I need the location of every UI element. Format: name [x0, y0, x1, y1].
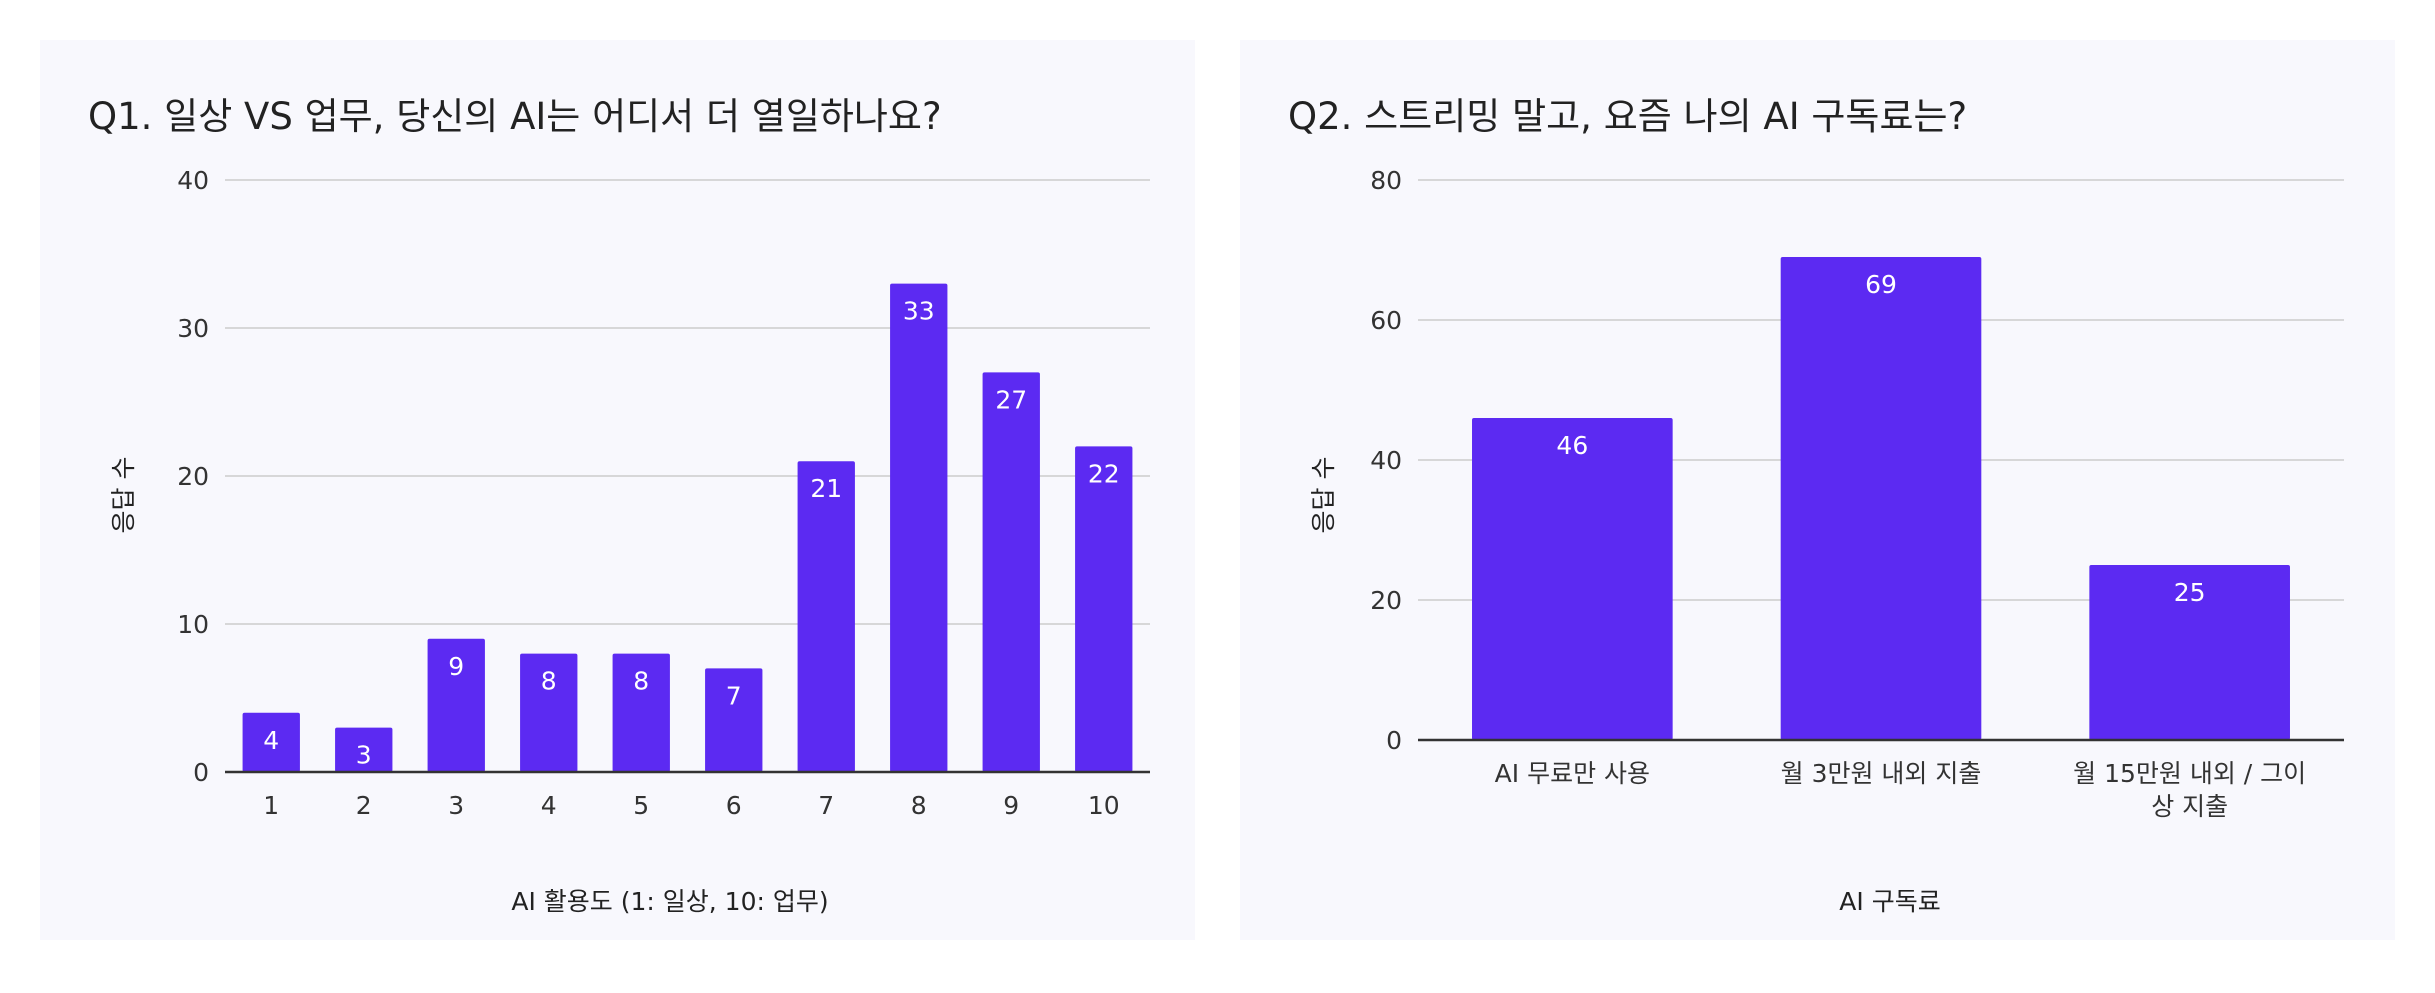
data-label: 7 — [726, 681, 742, 710]
bar — [797, 461, 855, 772]
y-tick-label: 10 — [177, 610, 209, 639]
x-tick-label: 1 — [263, 791, 279, 820]
data-label: 4 — [263, 726, 279, 755]
y-tick-label: 20 — [177, 462, 209, 491]
data-label: 21 — [810, 474, 842, 503]
bar — [1780, 257, 1982, 740]
bar — [2089, 565, 2290, 740]
data-label: 8 — [633, 667, 649, 696]
x-tick-label: 상 지출 — [2151, 792, 2228, 821]
data-label: 8 — [541, 667, 557, 696]
data-label: 25 — [2174, 578, 2206, 607]
data-label: 9 — [448, 652, 464, 681]
bar — [427, 638, 485, 772]
x-tick-label: 8 — [911, 791, 927, 820]
bar — [612, 653, 670, 772]
bar — [242, 712, 300, 772]
bar — [890, 283, 948, 772]
x-axis-label: AI 구독료 — [1839, 887, 1941, 916]
y-tick-label: 40 — [177, 166, 209, 195]
bar — [1472, 418, 1673, 740]
chart-panel-q1: Q1. 일상 VS 업무, 당신의 AI는 어디서 더 열일하나요? 응답 수 … — [40, 40, 1195, 940]
bar — [520, 653, 578, 772]
y-tick-label: 20 — [1370, 586, 1402, 615]
data-label: 33 — [903, 297, 935, 326]
bar — [982, 372, 1040, 772]
x-tick-label: 5 — [633, 791, 649, 820]
y-tick-label: 80 — [1370, 166, 1402, 195]
y-tick-label: 30 — [177, 314, 209, 343]
x-axis-label: AI 활용도 (1: 일상, 10: 업무) — [511, 887, 829, 916]
bar — [705, 668, 763, 772]
data-label: 69 — [1865, 270, 1897, 299]
x-tick-label: 10 — [1088, 791, 1120, 820]
bar-chart-q1: 0 10 20 30 40 4 1 3 2 9 3 8 4 8 5 7 6 21 7 33 8 27 9 22 10 — [177, 166, 1150, 820]
x-tick-label: 3 — [448, 791, 464, 820]
bar-chart-q2: 0 20 40 60 80 46 AI 무료만 사용 69 월 3만원 내외 지출 25 월 15만… — [1370, 166, 2344, 821]
x-tick-label: 월 3만원 내외 지출 — [1781, 759, 1982, 788]
bar — [1075, 446, 1133, 772]
data-label: 27 — [995, 385, 1027, 414]
x-tick-label: AI 무료만 사용 — [1495, 759, 1650, 788]
data-label: 46 — [1556, 431, 1588, 460]
y-tick-label: 0 — [1386, 726, 1402, 755]
x-tick-label: 7 — [818, 791, 834, 820]
chart-panel-q2: Q2. 스트리밍 말고, 요즘 나의 AI 구독료는? 응답 수 AI 구독료 … — [1240, 40, 2395, 940]
bar — [335, 727, 393, 772]
data-label: 3 — [356, 741, 372, 770]
chart-title: Q2. 스트리밍 말고, 요즘 나의 AI 구독료는? — [1288, 95, 1968, 138]
x-tick-label: 4 — [541, 791, 557, 820]
y-tick-label: 0 — [193, 758, 209, 787]
x-tick-label: 6 — [726, 791, 742, 820]
chart-title: Q1. 일상 VS 업무, 당신의 AI는 어디서 더 열일하나요? — [88, 95, 942, 138]
x-tick-label: 9 — [1003, 791, 1019, 820]
y-tick-label: 60 — [1370, 306, 1402, 335]
x-tick-label: 월 15만원 내외 / 그이 — [2073, 759, 2306, 788]
data-label: 22 — [1088, 459, 1120, 488]
x-tick-label: 2 — [356, 791, 372, 820]
y-tick-label: 40 — [1370, 446, 1402, 475]
